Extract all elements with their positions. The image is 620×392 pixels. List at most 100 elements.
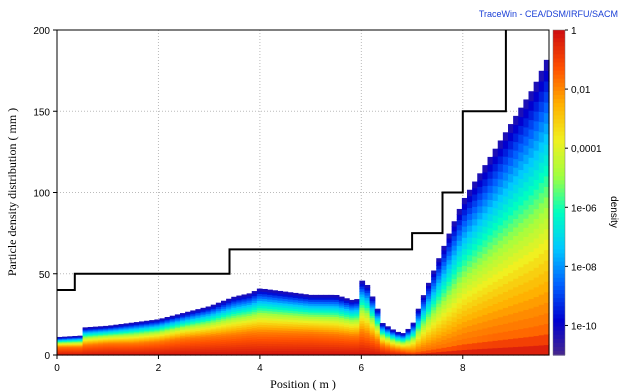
heatmap-cell <box>379 328 386 331</box>
heatmap-cell <box>272 331 278 335</box>
heatmap-cell <box>487 319 494 328</box>
heatmap-cell <box>364 299 371 304</box>
heatmap-cell <box>215 341 222 345</box>
heatmap-cell <box>344 318 350 322</box>
heatmap-cell <box>195 348 202 351</box>
heatmap-cell <box>461 203 468 210</box>
heatmap-column <box>482 165 489 356</box>
heatmap-cell <box>67 350 73 352</box>
heatmap-column <box>98 326 104 356</box>
heatmap-cell <box>497 270 504 279</box>
heatmap-cell <box>231 313 237 317</box>
heatmap-cell <box>205 339 212 342</box>
heatmap-cell <box>241 309 248 313</box>
heatmap-cell <box>72 349 79 351</box>
heatmap-cell <box>164 322 171 325</box>
heatmap-cell <box>169 315 176 318</box>
heatmap-cell <box>379 344 386 347</box>
heatmap-cell <box>385 333 391 336</box>
colorbar-band <box>553 334 565 340</box>
heatmap-cell <box>410 322 417 325</box>
heatmap-cell <box>528 100 535 111</box>
heatmap-cell <box>492 288 499 297</box>
heatmap-cell <box>103 342 109 345</box>
heatmap-cell <box>154 320 161 323</box>
colorbar-band <box>553 74 565 80</box>
heatmap-cell <box>318 316 325 320</box>
heatmap-cell <box>313 335 319 339</box>
heatmap-cell <box>538 121 545 133</box>
heatmap-cell <box>318 346 325 350</box>
heatmap-cell <box>323 331 330 335</box>
heatmap-cell <box>98 331 104 334</box>
heatmap-column <box>185 311 191 356</box>
heatmap-cell <box>492 215 499 223</box>
heatmap-cell <box>502 172 509 181</box>
heatmap-cell <box>431 315 437 320</box>
colorbar-band <box>553 54 565 60</box>
heatmap-cell <box>277 329 284 333</box>
heatmap-cell <box>236 316 243 320</box>
heatmap-cell <box>62 336 68 338</box>
heatmap-cell <box>149 351 155 354</box>
heatmap-cell <box>256 309 263 313</box>
heatmap-column <box>287 292 294 356</box>
heatmap-cell <box>272 322 278 326</box>
heatmap-cell <box>174 318 181 321</box>
heatmap-cell <box>492 303 499 312</box>
heatmap-cell <box>420 340 427 343</box>
heatmap-cell <box>180 320 186 323</box>
heatmap-cell <box>410 351 417 354</box>
heatmap-cell <box>410 329 417 332</box>
heatmap-cell <box>277 341 284 345</box>
heatmap-cell <box>174 320 181 323</box>
heatmap-cell <box>231 300 237 304</box>
heatmap-cell <box>338 338 345 342</box>
heatmap-cell <box>149 335 155 337</box>
heatmap-cell <box>303 341 309 345</box>
heatmap-cell <box>518 151 524 162</box>
heatmap-cell <box>87 351 94 354</box>
heatmap-column <box>420 295 427 356</box>
heatmap-cell <box>128 336 135 339</box>
heatmap-cell <box>487 326 494 335</box>
heatmap-cell <box>513 235 519 245</box>
heatmap-cell <box>185 325 191 328</box>
heatmap-cell <box>308 327 314 330</box>
heatmap-cell <box>200 334 207 338</box>
heatmap-cell <box>133 346 140 349</box>
heatmap-cell <box>400 349 407 351</box>
heatmap-cell <box>128 352 135 355</box>
heatmap-cell <box>272 306 278 310</box>
heatmap-cell <box>277 318 284 322</box>
heatmap-cell <box>308 350 314 354</box>
heatmap-cell <box>282 352 289 356</box>
heatmap-cell <box>513 320 519 330</box>
heatmap-cell <box>118 338 125 341</box>
heatmap-cell <box>251 293 258 297</box>
heatmap-cell <box>487 192 494 200</box>
heatmap-cell <box>426 336 432 341</box>
heatmap-cell <box>482 348 489 356</box>
heatmap-cell <box>456 235 463 241</box>
heatmap-cell <box>159 351 166 353</box>
heatmap-cell <box>344 336 350 340</box>
heatmap-cell <box>533 208 540 219</box>
heatmap-cell <box>256 345 263 349</box>
heatmap-cell <box>180 349 186 352</box>
heatmap-cell <box>164 342 171 345</box>
heatmap-cell <box>436 348 442 353</box>
heatmap-cell <box>497 286 504 295</box>
heatmap-cell <box>185 347 191 350</box>
heatmap-cell <box>333 333 340 337</box>
heatmap-cell <box>313 324 319 328</box>
heatmap-cell <box>359 296 366 300</box>
heatmap-cell <box>441 292 448 298</box>
heatmap-cell <box>528 119 535 130</box>
heatmap-cell <box>441 347 448 352</box>
colorbar-band <box>553 285 565 291</box>
heatmap-cell <box>497 240 504 249</box>
heatmap-cell <box>497 209 504 218</box>
heatmap-cell <box>77 340 84 342</box>
heatmap-cell <box>139 352 145 355</box>
